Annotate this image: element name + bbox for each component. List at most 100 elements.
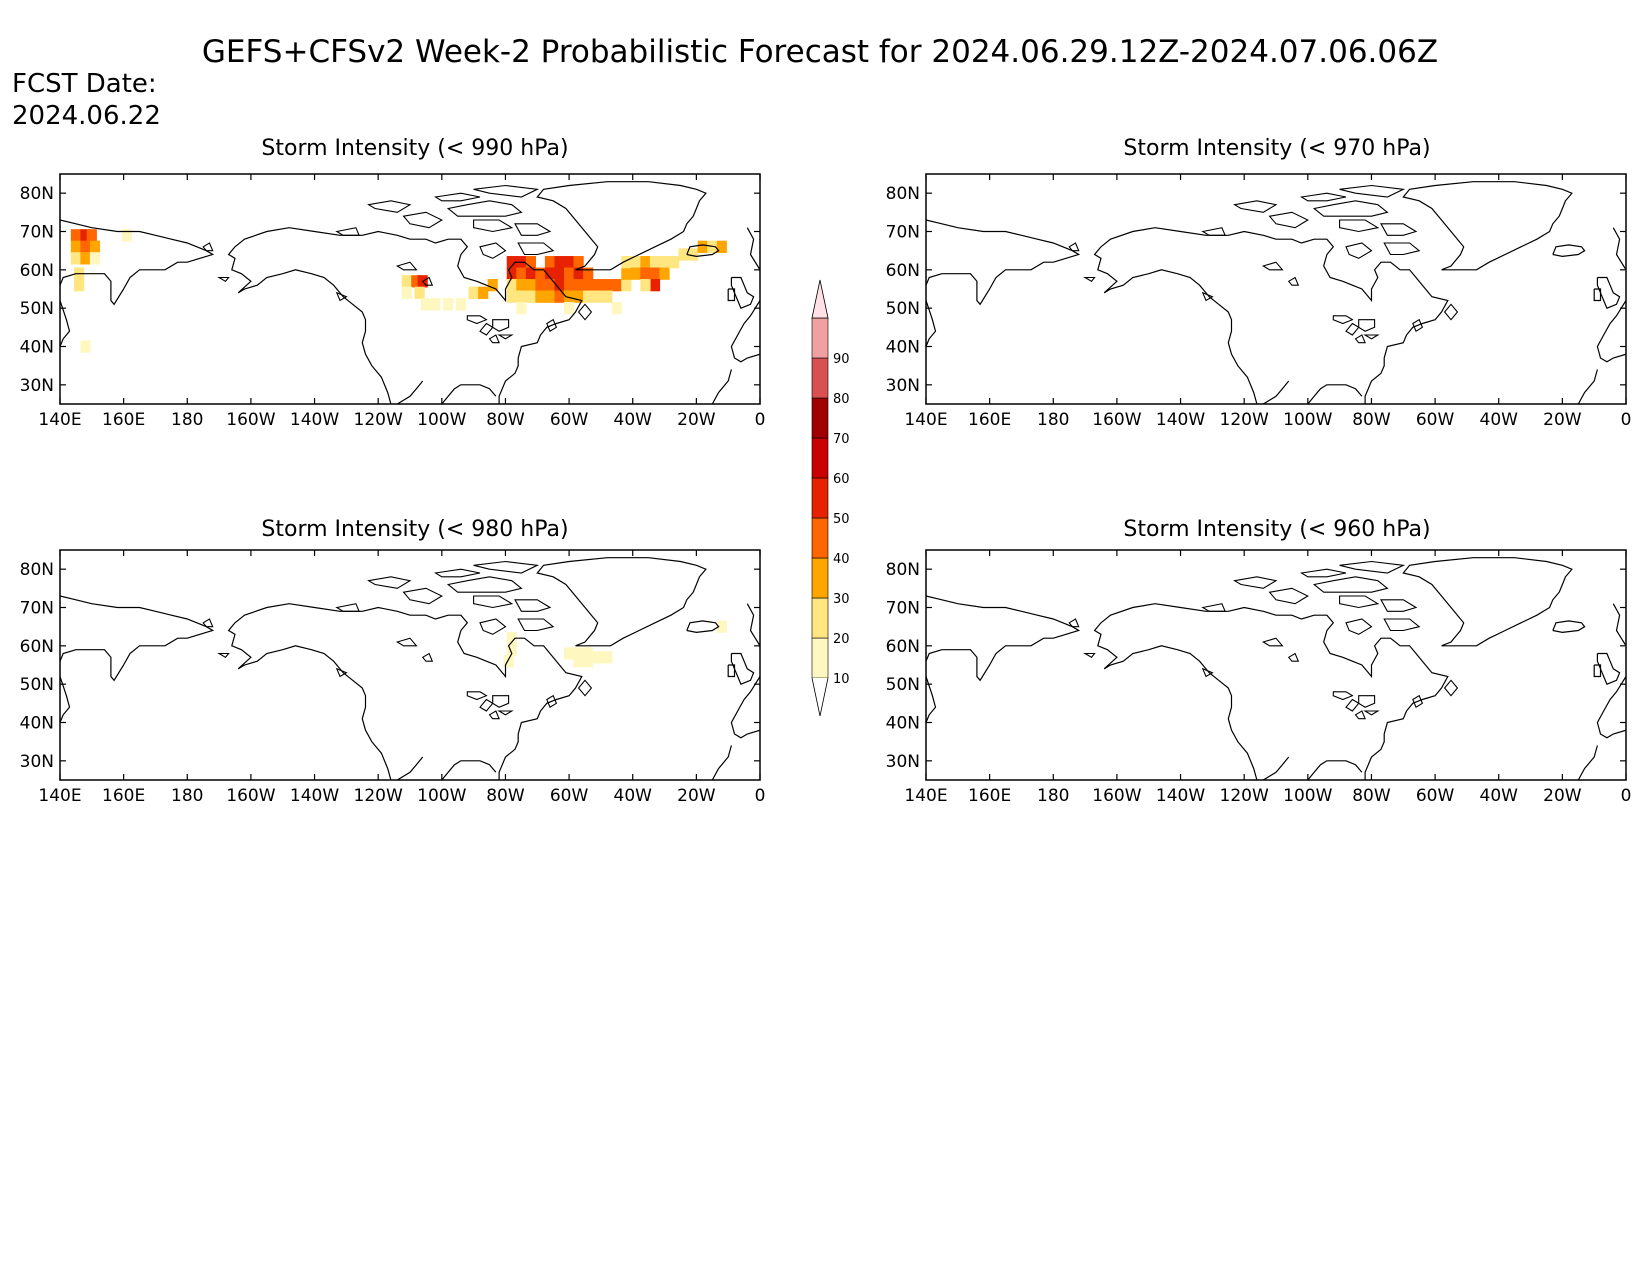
- coastline: [1577, 745, 1598, 780]
- probability-cell: [573, 256, 584, 269]
- colorbar-box: [811, 517, 829, 559]
- lat-tick-label: 50N: [20, 299, 54, 319]
- probability-cell: [70, 252, 81, 265]
- lat-tick-label: 50N: [20, 675, 54, 695]
- probability-cell: [544, 256, 556, 269]
- probability-cell: [554, 256, 565, 269]
- coastline: [1596, 276, 1621, 309]
- lon-tick-label: 180: [171, 410, 203, 430]
- lon-tick-label: 160E: [968, 410, 1011, 430]
- island-outline: [1345, 618, 1373, 635]
- lon-tick-label: 140W: [290, 786, 339, 806]
- island-outline: [546, 318, 558, 333]
- lat-tick-label: 50N: [886, 675, 920, 695]
- probability-cell: [602, 279, 613, 292]
- probability-cell: [697, 240, 708, 253]
- probability-cell: [592, 279, 603, 292]
- lon-tick-label: 60W: [550, 410, 589, 430]
- map-panels: Storm Intensity (< 990 hPa) 140E 160E 180 16…: [20, 136, 1632, 806]
- coastline: [60, 219, 215, 306]
- probability-cell: [516, 302, 527, 315]
- lat-tick-label: 80N: [20, 184, 54, 204]
- colorbar-label: 30: [833, 592, 850, 607]
- island-outline: [1287, 652, 1300, 662]
- lat-tick-label: 60N: [886, 637, 920, 657]
- island-outline: [1412, 694, 1424, 709]
- island-outline: [517, 242, 555, 256]
- coastline: [1402, 557, 1573, 647]
- probability-cell: [564, 256, 575, 269]
- island-outline: [1287, 276, 1300, 286]
- island-outline: [1380, 599, 1418, 612]
- island-outline: [367, 576, 412, 589]
- probability-cell: [716, 620, 727, 633]
- probability-cell: [468, 286, 479, 299]
- lat-tick-label: 30N: [886, 376, 920, 396]
- island-outline: [1339, 219, 1380, 233]
- probability-cell: [659, 256, 670, 269]
- lon-tick-label: 100W: [1283, 410, 1332, 430]
- coastline: [1552, 620, 1586, 634]
- island-outline: [473, 595, 514, 609]
- probability-cell: [564, 279, 575, 292]
- probability-cell: [506, 267, 517, 280]
- lat-tick-label: 40N: [20, 714, 54, 734]
- coastline: [536, 181, 707, 271]
- lon-tick-label: 140W: [290, 410, 339, 430]
- island-outline: [1363, 334, 1380, 340]
- colorbar-box: [811, 437, 829, 479]
- island-outline: [577, 679, 593, 697]
- island-outline: [514, 599, 552, 612]
- lon-tick-label: 40W: [1480, 786, 1519, 806]
- probability-cell: [544, 267, 556, 280]
- colorbar-label: 40: [833, 552, 850, 567]
- lon-tick-label: 160E: [102, 786, 145, 806]
- island-outline: [497, 334, 514, 340]
- lon-tick-label: 160W: [1092, 410, 1141, 430]
- coastline: [1093, 246, 1258, 404]
- map-frame: [925, 173, 1627, 405]
- map-area: [926, 557, 1626, 780]
- island-outline: [1083, 652, 1096, 659]
- probability-cell: [80, 252, 91, 265]
- lon-tick-label: 80W: [1352, 410, 1391, 430]
- island-outline: [466, 691, 488, 701]
- probability-cell: [506, 256, 517, 269]
- colorbar-box: [811, 397, 829, 439]
- probability-cell: [516, 279, 527, 292]
- probability-cell: [630, 256, 641, 269]
- colorbar-box: [811, 357, 829, 399]
- probability-cell: [678, 248, 689, 261]
- coastline: [1593, 288, 1602, 302]
- coastline: [234, 227, 583, 404]
- coastline: [727, 288, 736, 302]
- lon-tick-label: 140W: [1156, 410, 1205, 430]
- coastline: [441, 760, 497, 780]
- coastline: [730, 652, 755, 685]
- coastline: [746, 603, 760, 647]
- island-outline: [1268, 587, 1309, 605]
- coastline: [1612, 227, 1626, 271]
- probability-cell: [535, 290, 546, 303]
- probability-cell: [573, 279, 584, 292]
- lon-tick-label: 180: [1037, 410, 1069, 430]
- coastline: [926, 219, 1081, 306]
- colorbar-box: [811, 317, 829, 359]
- probability-cell: [443, 298, 454, 311]
- island-outline: [497, 710, 514, 716]
- colorbar-label: 70: [833, 432, 850, 447]
- probability-cell: [564, 302, 575, 315]
- probability-cell: [506, 643, 517, 656]
- lon-tick-label: 120W: [354, 786, 403, 806]
- island-outline: [335, 667, 348, 678]
- probability-cell: [70, 240, 81, 253]
- island-outline: [1201, 227, 1226, 236]
- coastline: [1093, 622, 1258, 780]
- map-area: [926, 181, 1626, 404]
- lon-tick-label: 60W: [550, 786, 589, 806]
- map-area: [60, 557, 760, 780]
- coastline: [234, 603, 583, 780]
- island-outline: [1443, 303, 1459, 321]
- lon-tick-label: 60W: [1416, 410, 1455, 430]
- forecast-date-value: 2024.06.22: [12, 101, 161, 131]
